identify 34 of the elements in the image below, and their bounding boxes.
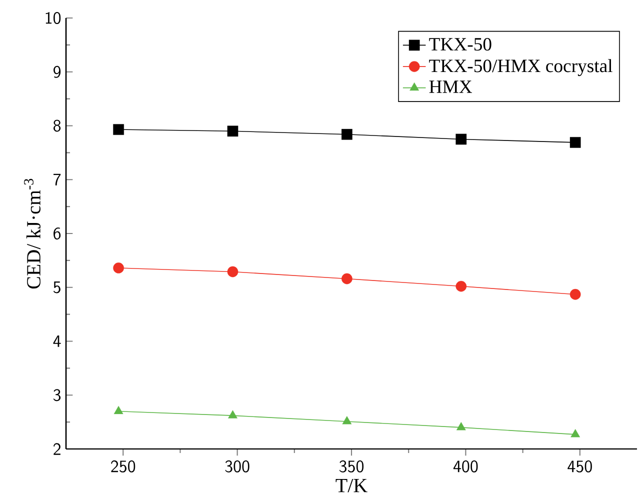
y-tick-label: 2 — [54, 443, 60, 455]
point — [113, 124, 124, 135]
x-tick-label: 250 — [111, 460, 136, 472]
y-tick-label: 8 — [54, 120, 61, 132]
point — [227, 266, 238, 278]
point — [456, 280, 467, 292]
point — [570, 137, 581, 148]
y-tick-label: 10 — [46, 12, 61, 24]
point — [114, 406, 124, 414]
y-axis-title: CED/ kJ·cm$^{-3}$ — [24, 178, 40, 289]
x-tick-label: 350 — [339, 460, 364, 472]
y-tick-label: 4 — [53, 336, 61, 347]
point — [113, 262, 124, 274]
y-tick-label: 5 — [53, 282, 60, 294]
x-axis-title: T/K — [336, 478, 368, 492]
point — [456, 422, 466, 430]
point — [227, 126, 238, 137]
point — [570, 429, 580, 438]
y-tick-label: 6 — [54, 227, 61, 240]
legend-label: HMX — [429, 80, 472, 93]
point — [228, 410, 238, 418]
y-tick-label: 9 — [54, 66, 61, 78]
point — [570, 288, 581, 300]
y-tick-label: 3 — [54, 389, 61, 402]
point — [342, 416, 352, 424]
x-tick-label: 400 — [453, 460, 478, 472]
x-tick-label: 300 — [225, 460, 250, 472]
legend-label: TKX-50 — [429, 38, 492, 51]
point — [456, 134, 467, 145]
x-tick-label: 450 — [568, 460, 592, 472]
point — [342, 128, 352, 140]
point — [342, 273, 352, 284]
y-tick-label: 7 — [54, 174, 61, 186]
legend-label: TKX-50/HMX cocrystal — [429, 59, 612, 76]
